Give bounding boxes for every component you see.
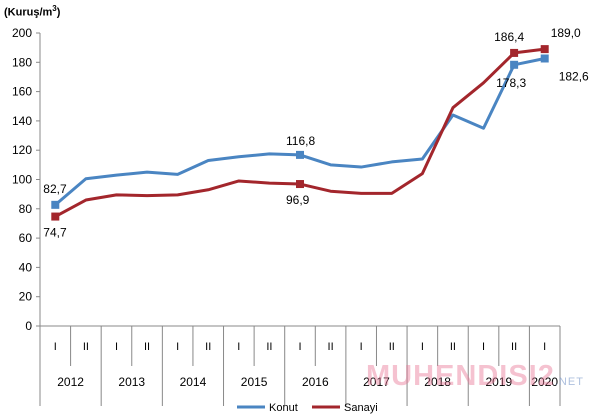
data-label: 178,3 <box>496 76 526 90</box>
y-tick-label: 0 <box>25 319 32 333</box>
data-label: 116,8 <box>286 134 315 148</box>
x-tick-label: I <box>543 341 546 353</box>
data-marker-sanayi <box>510 48 519 57</box>
y-tick-label: 60 <box>19 231 33 245</box>
data-label: 74,7 <box>43 226 67 240</box>
year-label: 2016 <box>302 375 329 389</box>
y-tick-label: 100 <box>12 173 32 187</box>
x-tick-label: I <box>298 341 301 353</box>
x-tick-label: I <box>421 341 424 353</box>
data-label: 82,7 <box>43 182 67 196</box>
year-label: 2012 <box>57 375 84 389</box>
y-tick-label: 180 <box>12 55 32 69</box>
data-label: 189,0 <box>551 26 581 40</box>
y-tick-label: 20 <box>19 290 33 304</box>
y-tick-label: 160 <box>12 85 32 99</box>
y-tick-label: 80 <box>19 202 33 216</box>
x-tick-label: I <box>54 341 57 353</box>
data-label: 182,6 <box>559 69 589 83</box>
year-label: 2018 <box>424 375 451 389</box>
data-marker-sanayi <box>296 180 304 189</box>
x-tick-label: I <box>360 341 363 353</box>
year-label: 2020 <box>531 375 558 389</box>
x-tick-label: II <box>389 341 395 353</box>
watermark-logo: MUHENDISI2.NET <box>366 360 584 392</box>
x-tick-label: II <box>511 341 517 353</box>
x-tick-label: I <box>237 341 240 353</box>
data-marker-konut <box>510 60 519 69</box>
y-tick-label: 40 <box>19 260 33 274</box>
x-tick-label: II <box>144 341 150 353</box>
data-marker-sanayi <box>51 212 60 221</box>
data-label: 96,9 <box>286 193 310 207</box>
data-marker-sanayi <box>540 45 549 54</box>
year-label: 2019 <box>485 375 512 389</box>
x-tick-label: II <box>450 341 456 353</box>
x-tick-label: II <box>266 341 272 353</box>
y-axis-unit-label: (Kuruş/m3) <box>4 4 61 19</box>
x-tick-label: II <box>205 341 211 353</box>
year-label: 2017 <box>363 375 390 389</box>
data-marker-konut <box>51 200 60 209</box>
year-label: 2013 <box>118 375 145 389</box>
year-label: 2014 <box>180 375 207 389</box>
y-tick-label: 200 <box>12 26 32 40</box>
x-tick-label: II <box>83 341 89 353</box>
legend-label-sanayi: Sanayi <box>344 402 378 414</box>
y-tick-label: 120 <box>12 143 32 157</box>
x-tick-label: I <box>115 341 118 353</box>
x-tick-label: I <box>482 341 485 353</box>
series-line-sanayi <box>54 47 545 218</box>
legend-label-konut: Konut <box>269 402 298 414</box>
x-tick-label: I <box>176 341 179 353</box>
data-label: 186,4 <box>494 30 524 44</box>
x-tick-label: II <box>328 341 334 353</box>
data-marker-konut <box>540 54 549 63</box>
y-tick-label: 140 <box>12 114 32 128</box>
data-marker-konut <box>296 150 304 159</box>
year-label: 2015 <box>241 375 268 389</box>
